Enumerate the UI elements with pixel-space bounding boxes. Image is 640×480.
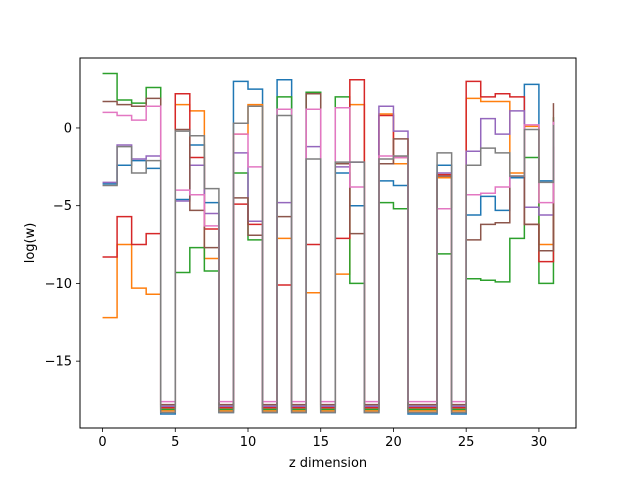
x-tick-label: 30 [531,435,548,450]
x-tick-label: 10 [240,435,257,450]
y-tick-label: −15 [45,355,72,370]
x-tick-label: 0 [98,435,106,450]
x-tick-label: 25 [458,435,475,450]
x-tick-label: 5 [171,435,179,450]
x-axis-label: z dimension [289,456,367,471]
series-line-7 [102,105,555,403]
y-axis-label: log(w) [23,223,38,264]
y-tick-label: 0 [64,121,72,136]
series-line-5 [102,105,555,407]
y-axis: −15 −10 −5 0 [45,121,80,370]
x-axis: 0 5 10 15 20 25 30 [98,428,547,450]
plot-frame [79,57,577,429]
y-tick-label: −10 [45,277,72,292]
series-line-3 [102,72,555,411]
x-tick-label: 20 [385,435,402,450]
series-line-4 [102,79,555,409]
series-line-6 [102,93,555,406]
series-layer [102,72,555,415]
x-tick-label: 15 [312,435,329,450]
series-line-8 [102,105,555,414]
y-tick-label: −5 [53,199,72,214]
